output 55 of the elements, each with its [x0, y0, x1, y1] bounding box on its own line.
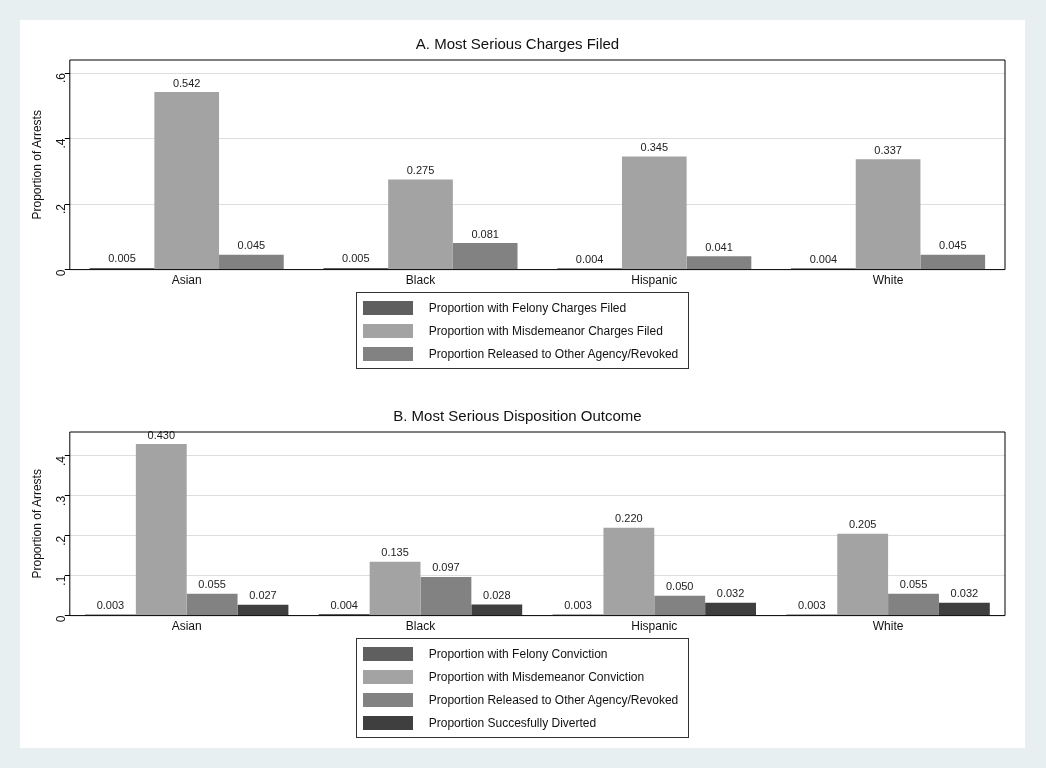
x-tick-label: White — [872, 273, 904, 288]
y-tick-label: 0 — [54, 269, 69, 277]
data-label: 0.004 — [809, 252, 838, 265]
legend-label: Proportion Succesfully Diverted — [428, 715, 597, 730]
data-label: 0.003 — [798, 598, 826, 611]
y-tick-label: .2 — [54, 535, 69, 546]
legend-label: Proportion with Misdemeanor Charges Filed — [428, 323, 663, 338]
legend-label: Proportion with Misdemeanor Conviction — [428, 669, 645, 684]
data-label: 0.004 — [330, 598, 358, 611]
data-label: 0.135 — [381, 546, 409, 559]
y-tick-label: .3 — [54, 495, 69, 506]
data-label: 0.345 — [640, 141, 669, 154]
data-label: 0.032 — [950, 587, 979, 600]
data-label: 0.045 — [939, 239, 967, 252]
data-label: 0.004 — [575, 252, 604, 265]
data-label: 0.027 — [249, 589, 277, 602]
y-tick-label: .4 — [54, 138, 69, 149]
chart-title: B. Most Serious Disposition Outcome — [393, 407, 642, 425]
data-label: 0.542 — [172, 76, 201, 89]
data-label: 0.097 — [432, 561, 460, 574]
data-label: 0.055 — [198, 578, 226, 591]
data-label: 0.003 — [564, 598, 592, 611]
data-label: 0.003 — [96, 598, 125, 611]
x-tick-label: Black — [405, 273, 437, 288]
data-label: 0.337 — [874, 143, 902, 156]
y-tick-label: .2 — [54, 203, 69, 215]
data-label: 0.032 — [716, 587, 745, 600]
chart-title: A. Most Serious Charges Filed — [415, 35, 620, 53]
data-label: 0.005 — [108, 252, 136, 265]
y-tick-label: .6 — [54, 72, 69, 84]
x-tick-label: Hispanic — [631, 619, 678, 634]
data-label: 0.005 — [342, 252, 370, 265]
x-tick-label: Black — [405, 619, 437, 634]
y-tick-label: .1 — [54, 575, 69, 586]
data-label: 0.275 — [406, 164, 435, 177]
data-label: 0.050 — [665, 580, 694, 593]
data-label: 0.055 — [899, 578, 928, 591]
data-label: 0.081 — [471, 227, 499, 240]
legend-label: Proportion Released to Other Agency/Revoked — [428, 346, 679, 361]
data-label: 0.205 — [848, 518, 877, 531]
data-label: 0.220 — [615, 512, 643, 525]
y-axis-title: Proportion of Arrests — [29, 110, 44, 220]
legend-label: Proportion with Felony Charges Filed — [428, 300, 627, 315]
data-label: 0.028 — [483, 588, 511, 601]
y-tick-label: .4 — [54, 455, 69, 466]
y-axis-title: Proportion of Arrests — [29, 469, 44, 579]
x-tick-label: Hispanic — [631, 273, 678, 288]
y-tick-label: 0 — [54, 615, 69, 623]
x-tick-label: Asian — [171, 273, 202, 288]
x-tick-label: White — [872, 619, 904, 634]
legend-label: Proportion with Felony Conviction — [428, 646, 608, 661]
data-label: 0.041 — [705, 240, 733, 253]
legend-label: Proportion Released to Other Agency/Revoked — [428, 692, 679, 707]
x-tick-label: Asian — [171, 619, 202, 634]
data-label: 0.045 — [237, 239, 266, 252]
